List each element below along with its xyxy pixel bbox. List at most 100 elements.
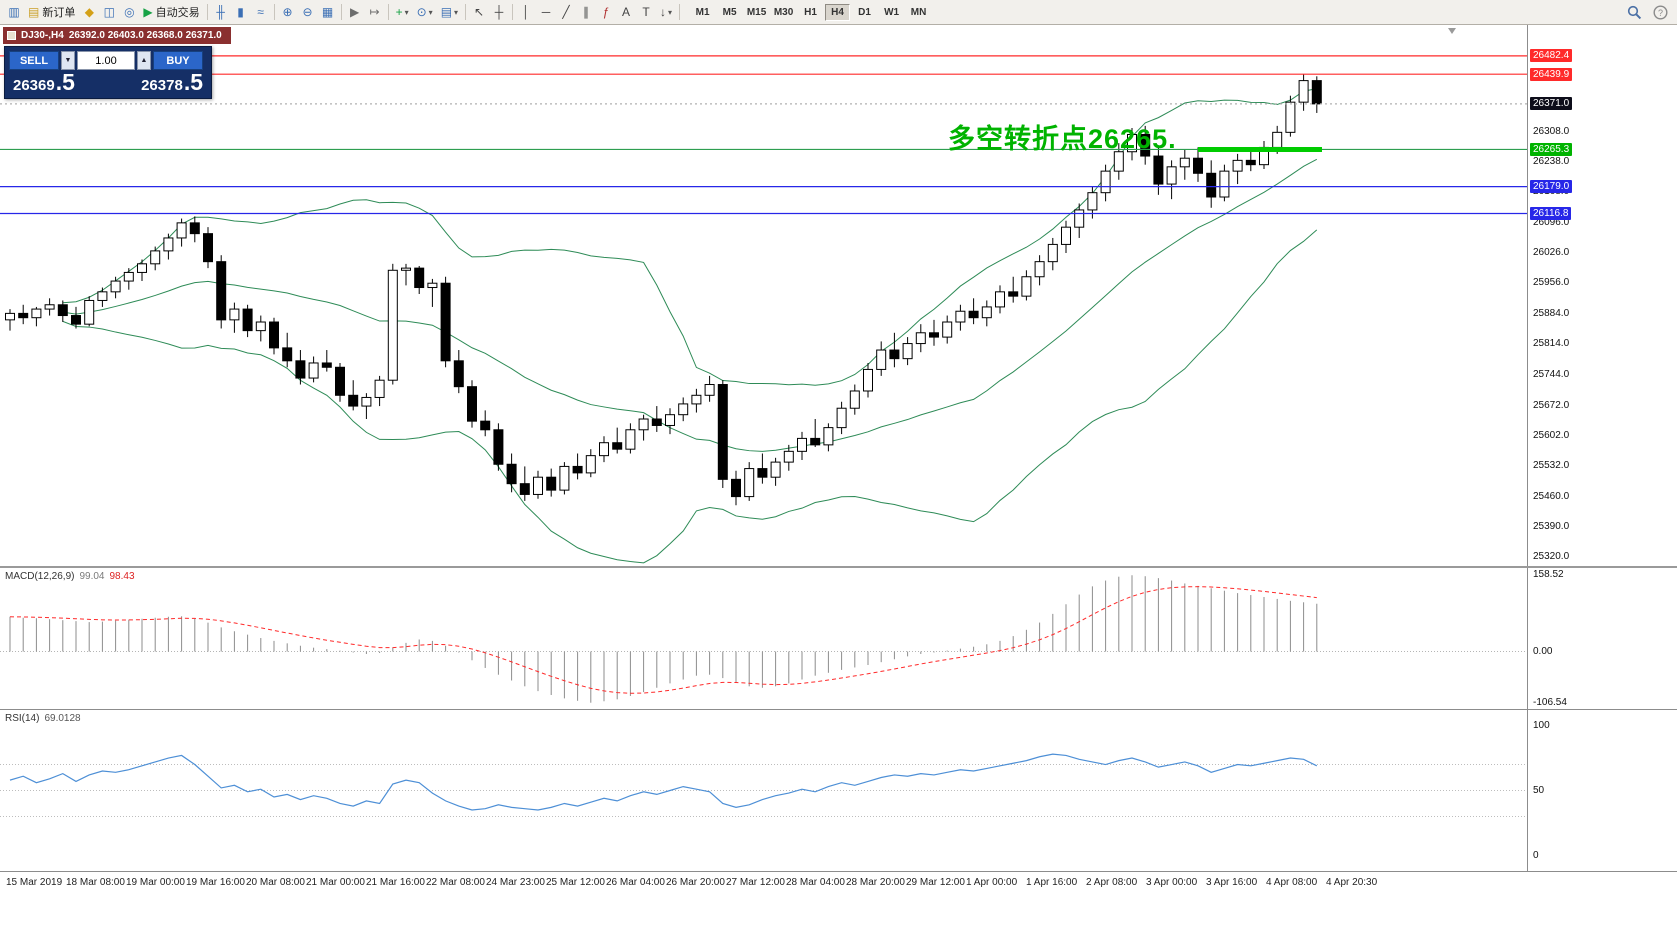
trade-panel-controls: SELL ▼ ▲ BUY	[5, 47, 211, 72]
horizontal-level-lines[interactable]	[0, 55, 1527, 215]
timeframe-m15-button[interactable]: M15	[746, 6, 767, 18]
macd-signal-value: 98.43	[109, 571, 135, 582]
indicators-icon[interactable]: + ▾	[395, 5, 409, 19]
buy-button[interactable]: BUY	[153, 51, 203, 70]
tile-windows-icon[interactable]: ▦	[321, 5, 334, 19]
scale-label: 25672.0	[1533, 399, 1570, 411]
time-label: 24 Mar 23:00	[486, 877, 545, 888]
timeframe-m5-button[interactable]: M5	[722, 6, 737, 18]
toolbar-separator	[387, 4, 389, 20]
time-axis[interactable]: 15 Mar 2019 18 Mar 08:00 19 Mar 00:00 19 Ma…	[0, 872, 1677, 894]
timeframe-m30-button[interactable]: M30	[773, 6, 794, 18]
buy-price[interactable]: 26378 .5	[141, 71, 203, 93]
time-label: 28 Mar 04:00	[786, 877, 845, 888]
scale-label: 26439.9	[1530, 67, 1573, 81]
search-icon[interactable]	[1625, 3, 1643, 21]
scale-label: -106.54	[1533, 697, 1567, 709]
svg-text:?: ?	[1657, 8, 1662, 18]
zoom-out-icon[interactable]: ⊖	[302, 5, 313, 19]
chart-plot[interactable]: DJ30-,H4 26392.0 26403.0 26368.0 26371.0…	[0, 25, 1527, 566]
chart-info-bar: DJ30-,H4 26392.0 26403.0 26368.0 26371.0	[3, 27, 231, 44]
toolbar-separator	[340, 4, 342, 20]
volume-decrease-button[interactable]: ▼	[61, 51, 75, 70]
scale-label: 25320.0	[1533, 551, 1570, 563]
price-chart-svg	[0, 55, 1527, 564]
volume-increase-button[interactable]: ▲	[137, 51, 151, 70]
new-order-button[interactable]: ▤ 新订单	[28, 5, 76, 19]
rsi-label: RSI(14) 69.0128	[5, 713, 81, 724]
time-label: 26 Mar 20:00	[666, 877, 725, 888]
time-label: 25 Mar 12:00	[546, 877, 605, 888]
periods-icon[interactable]: ⊙ ▾	[416, 5, 433, 19]
main-chart-panel: DJ30-,H4 26392.0 26403.0 26368.0 26371.0…	[0, 25, 1677, 568]
time-label: 21 Mar 16:00	[366, 877, 425, 888]
fibonacci-icon[interactable]: ƒ	[602, 5, 610, 19]
scale-label: 25390.0	[1533, 521, 1570, 533]
help-icon[interactable]: ?	[1651, 3, 1669, 21]
toolbar-separator	[465, 4, 467, 20]
macd-histogram	[9, 575, 1318, 703]
scale-label: 25532.0	[1533, 460, 1570, 472]
rsi-value: 69.0128	[44, 713, 81, 724]
label-icon[interactable]: T	[642, 5, 650, 19]
line-chart-icon[interactable]: ≈	[257, 5, 264, 19]
vertical-line-icon[interactable]: │	[522, 5, 530, 19]
scale-label: 0	[1533, 849, 1539, 861]
toolbar-separator	[273, 4, 275, 20]
timeframe-h4-button[interactable]: H4	[825, 3, 851, 21]
market-watch-icon[interactable]: ◫	[103, 5, 116, 19]
text-icon[interactable]: A	[622, 5, 631, 19]
time-label: 19 Mar 16:00	[186, 877, 245, 888]
time-label: 2 Apr 08:00	[1086, 877, 1138, 888]
timeframe-d1-button[interactable]: D1	[858, 6, 871, 18]
candlestick-chart-icon[interactable]: ▮	[237, 5, 244, 19]
scale-label: 26116.8	[1530, 206, 1572, 220]
one-click-trading-panel: SELL ▼ ▲ BUY 26369 .5 26378 .5	[4, 46, 212, 99]
sell-price-fraction: .5	[55, 69, 75, 95]
chart-window-icon	[7, 31, 16, 40]
rsi-plot[interactable]: RSI(14) 69.0128	[0, 710, 1527, 871]
timeframe-mn-button[interactable]: MN	[910, 6, 927, 18]
arrows-icon[interactable]: ↓ ▾	[660, 5, 673, 19]
timeframe-h1-button[interactable]: H1	[804, 6, 817, 18]
auto-scroll-icon[interactable]: ▶	[349, 5, 360, 19]
navigator-icon[interactable]: ◎	[124, 5, 135, 19]
scale-label: 0.00	[1533, 646, 1553, 658]
macd-plot[interactable]: MACD(12,26,9) 99.04 98.43	[0, 568, 1527, 709]
time-label: 22 Mar 08:00	[426, 877, 485, 888]
scale-label: 25460.0	[1533, 491, 1570, 503]
price-scale[interactable]: 26482.4 26439.9 26371.0 26308.0 26265.3 26238…	[1527, 25, 1677, 566]
time-label: 21 Mar 00:00	[306, 877, 365, 888]
metaeditor-icon[interactable]: ◆	[84, 5, 94, 19]
cursor-icon[interactable]: ↖	[474, 5, 485, 19]
trendline-icon[interactable]: ╱	[562, 5, 570, 19]
timeframe-m1-button[interactable]: M1	[695, 6, 710, 18]
sell-button[interactable]: SELL	[9, 51, 59, 70]
timeframe-buttons: M1 M5 M15 M30 H1 H4 D1 W1 MN	[689, 3, 932, 21]
time-label: 27 Mar 12:00	[726, 877, 785, 888]
timeframe-w1-button[interactable]: W1	[884, 6, 900, 18]
channel-icon[interactable]: ∥	[583, 5, 590, 19]
trade-panel-prices: 26369 .5 26378 .5	[5, 69, 211, 98]
horizontal-line-icon[interactable]: ─	[541, 5, 551, 19]
new-chart-icon[interactable]: ▥	[8, 5, 20, 19]
templates-icon[interactable]: ▤ ▾	[440, 5, 459, 19]
time-label: 29 Mar 12:00	[906, 877, 965, 888]
autotrading-button[interactable]: ▶ 自动交易	[143, 5, 200, 19]
time-label: 26 Mar 04:00	[606, 877, 665, 888]
zoom-in-icon[interactable]: ⊕	[282, 5, 293, 19]
chart-shift-icon[interactable]: ↦	[369, 5, 380, 19]
time-label: 3 Apr 00:00	[1146, 877, 1198, 888]
rsi-scale[interactable]: 100 50 0	[1527, 710, 1677, 871]
macd-scale[interactable]: 158.52 0.00 -106.54	[1527, 568, 1677, 709]
time-label: 15 Mar 2019	[6, 877, 63, 888]
volume-input[interactable]	[77, 51, 135, 70]
time-label: 20 Mar 08:00	[246, 877, 305, 888]
crosshair-icon[interactable]: ┼	[494, 5, 504, 19]
time-label: 18 Mar 08:00	[66, 877, 125, 888]
sell-price[interactable]: 26369 .5	[13, 69, 75, 95]
bar-chart-icon[interactable]: ╫	[216, 5, 225, 19]
macd-label: MACD(12,26,9) 99.04 98.43	[5, 571, 135, 582]
time-label: 3 Apr 16:00	[1206, 877, 1258, 888]
